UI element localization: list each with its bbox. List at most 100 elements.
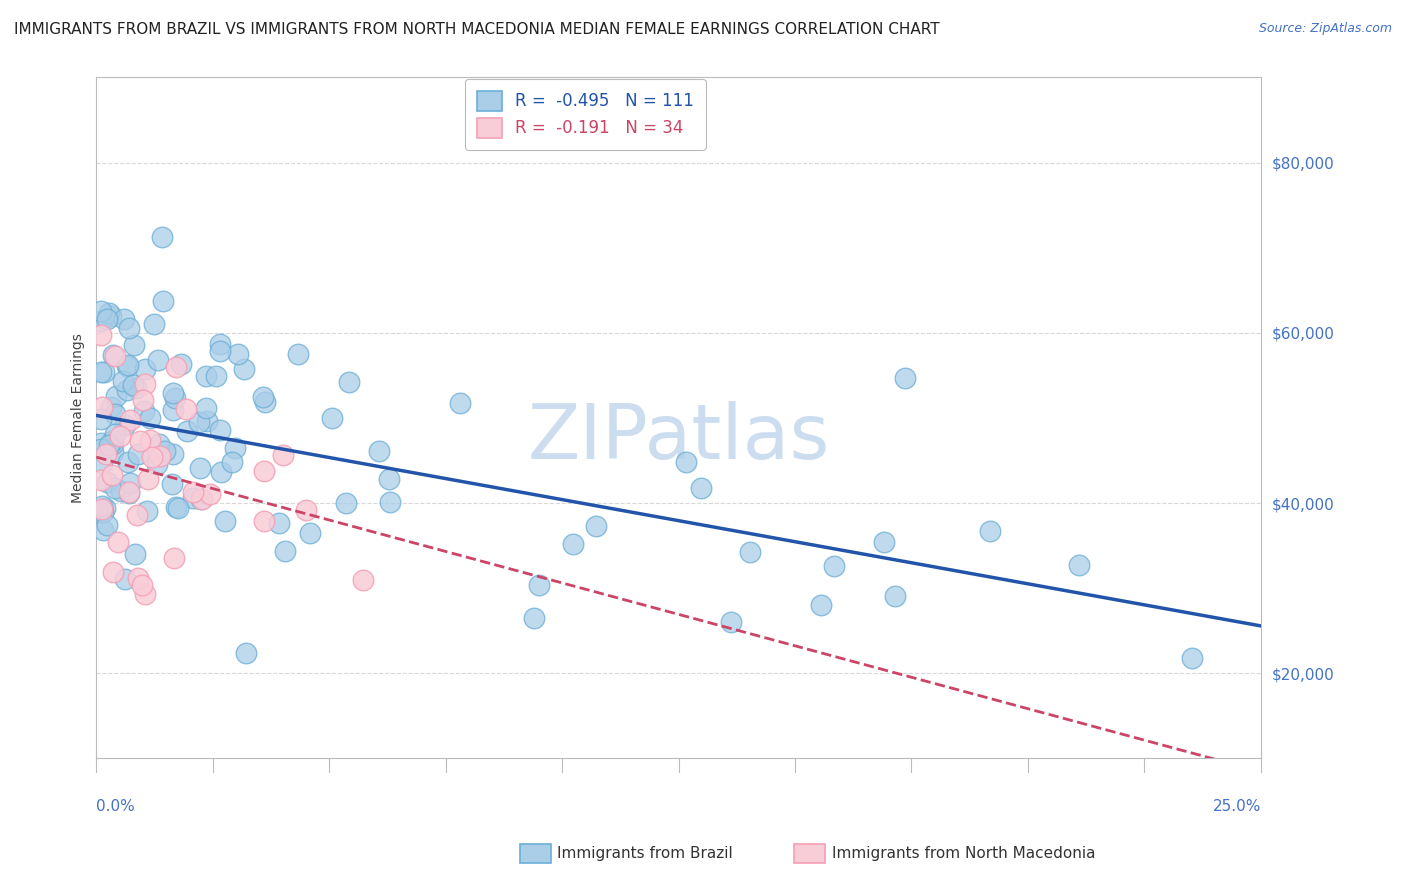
Point [90,400,112,414]
Point [299,525,322,540]
Point [104,407,127,421]
Point [174,402,197,417]
Text: ZIPatlas: ZIPatlas [527,401,830,475]
Point [979,524,1001,538]
Point [125,508,148,522]
Point [368,444,391,458]
Y-axis label: Median Female Earnings: Median Female Earnings [72,333,86,503]
Point [118,320,141,334]
Point [90,501,112,516]
Text: 0.0%: 0.0% [97,799,135,814]
Point [131,577,153,591]
Point [90,442,112,456]
Point [108,429,131,443]
Point [129,434,152,448]
Point [97,306,120,320]
Point [125,381,148,395]
Point [823,558,845,573]
Point [104,349,127,363]
Point [136,504,159,518]
Point [146,353,169,368]
Point [720,615,742,630]
Point [165,360,187,375]
Point [90,365,112,379]
Point [162,403,184,417]
Point [101,468,124,483]
Point [253,464,276,478]
Point [195,401,218,416]
Point [287,346,309,360]
Point [378,495,401,509]
Point [181,484,204,499]
Point [352,573,374,587]
Point [124,547,146,561]
Point [167,501,190,516]
Point [195,414,218,428]
Point [148,436,170,450]
Point [91,506,114,520]
Point [101,434,124,448]
Point [122,378,145,392]
Point [152,294,174,309]
Point [118,485,141,500]
Point [111,374,134,388]
Point [115,359,138,373]
Point [295,503,318,517]
Point [527,577,550,591]
Point [134,587,156,601]
Point [101,444,124,458]
Point [115,383,138,397]
Point [104,481,127,495]
Point [114,572,136,586]
Point [690,481,713,495]
Point [112,312,135,326]
Point [214,514,236,528]
Point [585,518,607,533]
Point [110,483,132,498]
Text: 25.0%: 25.0% [1212,799,1261,814]
Point [134,377,156,392]
Point [96,518,118,533]
Point [90,304,112,318]
Point [188,415,211,429]
Text: Immigrants from Brazil: Immigrants from Brazil [557,847,733,861]
Point [132,392,155,407]
Point [190,491,212,506]
Point [1067,558,1090,572]
Point [226,347,249,361]
Point [122,338,145,352]
Point [160,477,183,491]
Point [117,359,139,373]
Point [176,424,198,438]
Point [149,449,172,463]
Point [208,344,231,359]
Point [96,447,118,461]
Point [165,500,187,514]
Point [883,589,905,603]
Point [114,418,136,433]
Point [163,391,186,405]
Point [181,491,204,505]
Text: IMMIGRANTS FROM BRAZIL VS IMMIGRANTS FROM NORTH MACEDONIA MEDIAN FEMALE EARNINGS: IMMIGRANTS FROM BRAZIL VS IMMIGRANTS FRO… [14,22,939,37]
Point [90,328,112,343]
Point [233,362,256,376]
Point [136,472,159,486]
Point [104,427,127,442]
Point [274,544,297,558]
Point [90,499,112,513]
Point [894,371,917,385]
Point [224,441,246,455]
Point [675,455,697,469]
Point [523,610,546,624]
Point [150,230,173,244]
Point [449,396,471,410]
Point [253,394,276,409]
Point [98,438,121,452]
Point [94,500,117,515]
Point [100,309,122,323]
Point [107,534,129,549]
Point [139,433,162,447]
Point [146,457,169,471]
Point [253,515,276,529]
Point [208,424,231,438]
